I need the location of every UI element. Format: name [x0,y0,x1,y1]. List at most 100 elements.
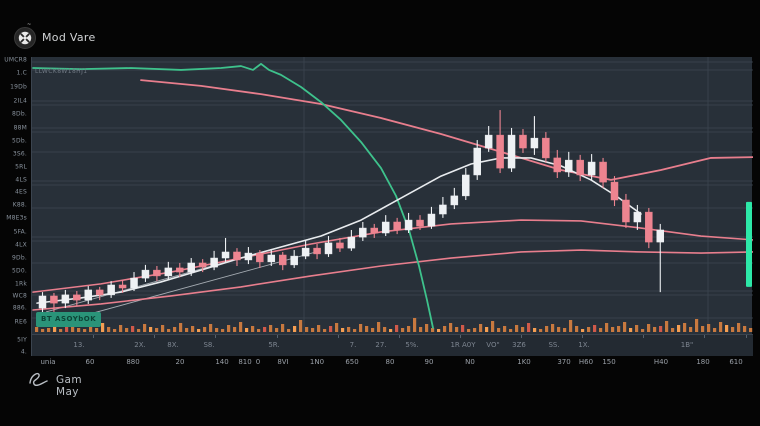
candle-body [633,211,642,223]
volume-bar [95,328,99,332]
candle-body [313,247,321,255]
y-axis-label: 4. [20,348,27,356]
x-tick [582,335,583,338]
volume-bar [371,328,375,332]
plot-svg[interactable] [32,57,753,334]
volume-bar [215,328,219,332]
candle-body [645,211,653,243]
volume-bar [737,323,741,332]
brand-name: Mod Vare [42,31,96,44]
x-strip-label: 13. [73,341,85,349]
volume-bar [545,326,549,332]
volume-bar [701,326,705,332]
volume-bar [611,327,615,332]
volume-bar [203,327,207,332]
volume-bar [41,329,45,332]
volume-bar [635,325,639,332]
x-tick [277,335,278,338]
candle-body [324,242,333,255]
x-number-label: 370 [557,358,571,366]
candle-body [267,254,276,263]
volume-bar [329,326,333,332]
volume-bar [563,328,567,332]
volume-bar [137,329,141,332]
volume-bar [401,328,405,332]
volume-bar [83,329,87,332]
volume-bar [191,326,195,332]
volume-bar [425,324,429,332]
volume-bar [293,326,297,332]
candle-body [427,213,436,227]
volume-bar [323,329,327,332]
volume-bar [473,328,477,332]
candle-body [118,284,127,289]
volume-bar [449,323,453,332]
y-axis-label: 4LS [15,176,27,184]
x-strip-label: 5R. [268,341,280,349]
x-number-label: H60 [578,358,594,366]
candle-body [301,247,310,257]
candle-body [439,204,447,215]
x-strip-label: SS. [548,341,560,349]
volume-bar [689,327,693,332]
volume-bar [341,328,345,332]
candle-body [187,262,195,273]
candle-body [256,252,264,263]
volume-bar [281,324,285,332]
ma-line-pink-mid [32,219,753,293]
volume-bar [107,327,111,332]
y-axis-label: 5FA. [13,228,27,236]
candle-body [450,195,459,206]
y-axis-label: 5D0. [12,267,27,275]
candle-body [507,134,516,169]
x-strip-label: S8. [203,341,215,349]
x-tick [521,335,522,338]
x-number-label: 0 [255,358,261,366]
volume-bar [101,323,105,332]
volume-bar [467,329,471,332]
volume-bar [155,328,159,332]
candle-body [610,181,619,201]
x-strip-label: 8X. [167,341,179,349]
volume-bar [221,329,225,332]
signature-squiggle-icon [29,372,48,387]
highlight-price-bar [746,201,752,287]
candle-body [221,251,230,259]
candle-body [336,242,344,249]
x-number-label: 180 [696,358,710,366]
volume-bar [275,328,279,332]
candle-body [38,295,47,309]
candle-body [233,251,241,261]
y-axis-label: UMCR8 [4,56,27,64]
candle-body [107,284,115,296]
candle-body [404,219,413,231]
candle-body [210,257,218,268]
volume-bar [557,327,561,332]
x-number-label: 90 [424,358,434,366]
x-tick [338,335,339,338]
volume-bar [251,326,255,332]
volume-bar [731,327,735,332]
x-number-label: 60 [85,358,95,366]
y-axis-label: 9Db. [12,254,27,262]
volume-bar [47,328,51,332]
candle-body [130,277,138,289]
volume-bar [455,327,459,332]
candle-body [530,137,539,149]
volume-bar [377,322,381,332]
x-strip-label: 27. [375,341,387,349]
volume-bar [533,328,537,332]
volume-bar [647,324,651,332]
volume-bar [527,323,531,332]
y-axis-label: 2IL4 [13,97,27,105]
volume-bar [575,326,579,332]
volume-bar [461,325,465,332]
volume-bar [659,326,663,332]
volume-bar [113,329,117,332]
candle-body [656,229,665,243]
candle-body [393,221,401,231]
volume-bar [65,327,69,332]
volume-bar [359,324,363,332]
x-axis-numbers: unia 60 880 20 140 810 0 8VI 1N0 650 80 90 N0 1K0 370 H… [0,358,760,370]
